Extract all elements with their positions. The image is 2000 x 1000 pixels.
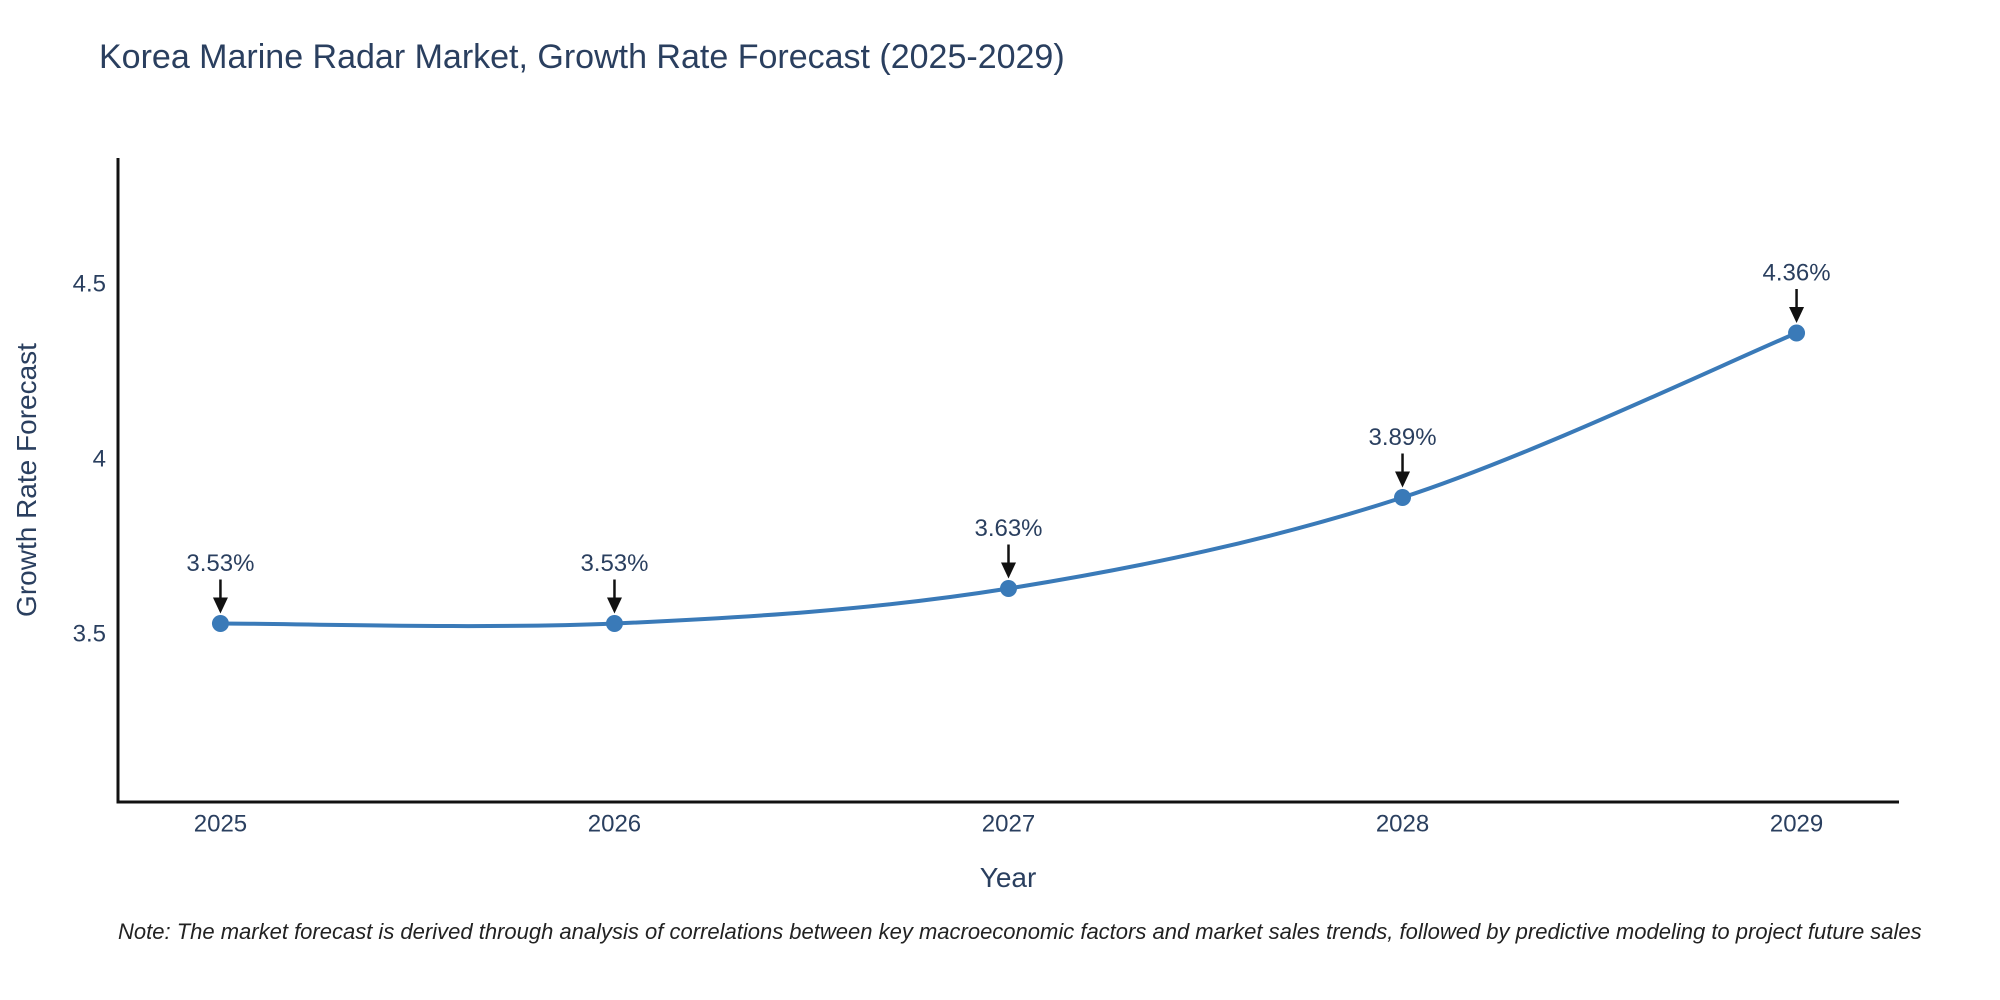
point-value-label: 4.36%: [1763, 260, 1831, 287]
y-tick-label: 3.5: [73, 621, 106, 648]
annotation-arrowhead-icon: [1789, 307, 1805, 323]
point-value-label: 3.53%: [186, 550, 254, 577]
annotation-arrowhead-icon: [212, 597, 228, 614]
y-tick-label: 4.5: [73, 271, 106, 298]
footnote: Note: The market forecast is derived thr…: [118, 919, 1922, 944]
annotation-arrowhead-icon: [1395, 471, 1411, 488]
data-point-marker[interactable]: [211, 615, 229, 632]
x-tick-label: 2025: [194, 811, 247, 838]
x-tick-label: 2028: [1376, 811, 1429, 838]
annotation-arrowhead-icon: [1001, 562, 1016, 579]
point-value-label: 3.63%: [974, 515, 1042, 542]
x-tick-label: 2029: [1770, 811, 1823, 838]
x-tick-label: 2026: [588, 811, 641, 838]
data-point-marker[interactable]: [1788, 324, 1806, 342]
data-point-marker[interactable]: [605, 615, 623, 632]
data-point-marker[interactable]: [1000, 580, 1017, 597]
point-value-label: 3.89%: [1368, 424, 1436, 451]
data-point-marker[interactable]: [1394, 489, 1412, 506]
x-tick-label: 2027: [982, 811, 1035, 838]
x-axis-title: Year: [979, 862, 1037, 893]
y-tick-label: 4: [93, 446, 106, 473]
chart-title: Korea Marine Radar Market, Growth Rate F…: [99, 38, 1065, 76]
point-value-label: 3.53%: [580, 550, 648, 577]
annotation-arrowhead-icon: [606, 597, 622, 614]
